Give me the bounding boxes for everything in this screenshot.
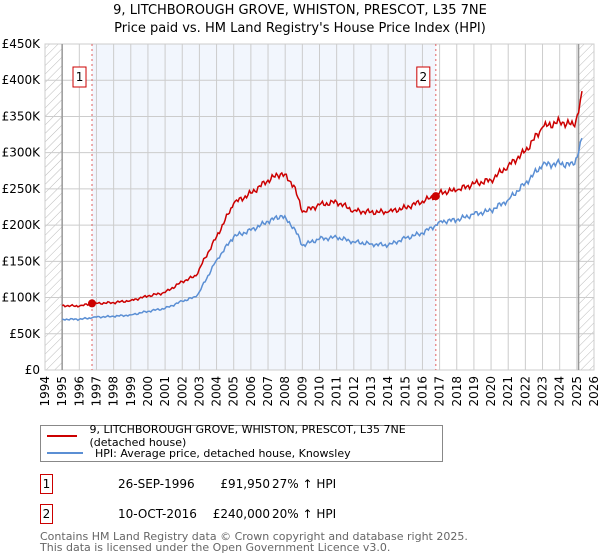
sale-price: £240,000 [212, 507, 270, 521]
x-tick-label: 2018 [450, 376, 464, 407]
x-tick-label: 2006 [244, 376, 258, 407]
sale-marker-badge: 2 [40, 504, 53, 524]
x-tick-label: 2002 [175, 376, 189, 407]
x-tick-label: 2005 [227, 376, 241, 407]
sale-label-box [72, 66, 87, 88]
hpi-line [62, 137, 583, 322]
x-tick-label: 2025 [570, 376, 584, 407]
y-tick-label: £200K [2, 218, 42, 232]
sale-hpi-diff: 20% ↑ HPI [272, 507, 337, 521]
x-tick-label: 2024 [553, 376, 567, 407]
legend-label-property: 9, LITCHBOROUGH GROVE, WHISTON, PRESCOT,… [89, 423, 406, 449]
x-tick-label: 2010 [313, 376, 327, 407]
chart-legend: 9, LITCHBOROUGH GROVE, WHISTON, PRESCOT,… [40, 423, 443, 462]
x-tick-label: 2013 [364, 376, 378, 407]
sale-marker-badge: 1 [40, 474, 53, 494]
y-tick-label: £450K [2, 37, 42, 51]
y-tick-label: £100K [2, 291, 42, 305]
x-tick-label: 2021 [501, 376, 515, 407]
x-tick-label: 2009 [295, 376, 309, 407]
y-tick-label: £0 [25, 363, 40, 377]
chart-subtitle: Price paid vs. HM Land Registry's House … [114, 21, 486, 36]
y-tick-label: £50K [9, 327, 41, 341]
hatched-region-right [578, 44, 594, 370]
footer-licence: This data is licensed under the Open Gov… [40, 541, 391, 554]
x-tick-label: 2020 [484, 376, 498, 407]
sale-label-text: 1 [76, 70, 84, 84]
hatched-region-left [45, 44, 63, 370]
footer: Contains HM Land Registry data © Crown c… [40, 531, 468, 553]
x-tick-label: 1996 [72, 376, 86, 407]
x-tick-label: 2011 [330, 376, 344, 407]
x-tick-label: 2004 [210, 376, 224, 407]
sale-row: 2 10-OCT-2016 £240,000 20% ↑ HPI [40, 504, 600, 524]
x-tick-label: 1999 [124, 376, 138, 407]
sale-label-text: 2 [419, 70, 427, 84]
legend-swatch-hpi [47, 452, 83, 454]
x-tick-label: 2001 [158, 376, 172, 407]
x-tick-label: 1995 [55, 376, 69, 407]
price-chart: 1994 1995 1996 1997 1998 1999 2000 2001 2002 2003… [2, 37, 600, 407]
x-tick-label: 2022 [518, 376, 532, 407]
footer-copyright: Contains HM Land Registry data © Crown c… [40, 530, 468, 543]
y-tick-label: £400K [2, 73, 42, 87]
x-tick-label: 2000 [141, 376, 155, 407]
sale-point [88, 299, 97, 308]
x-tick-label: 2012 [347, 376, 361, 407]
y-tick-label: £350K [2, 109, 42, 123]
sale-date: 10-OCT-2016 [118, 507, 197, 521]
x-tick-label: 2014 [381, 376, 395, 407]
x-tick-label: 2003 [192, 376, 206, 407]
y-tick-label: £250K [2, 182, 42, 196]
x-tick-label: 1998 [107, 376, 121, 407]
sale-label-box [416, 66, 431, 88]
x-tick-label: 2015 [398, 376, 412, 407]
legend-label-hpi: HPI: Average price, detached house, Know… [95, 446, 351, 460]
x-tick-label: 2016 [415, 376, 429, 407]
x-tick-label: 1997 [89, 376, 103, 407]
chart-title: 9, LITCHBOROUGH GROVE, WHISTON, PRESCOT,… [113, 3, 487, 18]
sale-date: 26-SEP-1996 [118, 477, 195, 491]
ownership-period-shading [92, 44, 436, 370]
y-tick-label: £300K [2, 146, 42, 160]
x-tick-label: 2008 [278, 376, 292, 407]
sale-hpi-diff: 27% ↑ HPI [272, 477, 337, 491]
x-tick-label: 2017 [433, 376, 447, 407]
x-tick-label: 2007 [261, 376, 275, 407]
x-tick-label: 2019 [467, 376, 481, 407]
sale-point [431, 192, 440, 201]
x-tick-label: 1994 [38, 376, 52, 407]
x-tick-label: 2026 [587, 376, 600, 407]
sale-row: 1 26-SEP-1996 £91,950 27% ↑ HPI [40, 474, 600, 494]
y-tick-label: £150K [2, 254, 42, 268]
legend-swatch-property [47, 435, 78, 437]
property-price-line [61, 90, 583, 308]
x-tick-label: 2023 [536, 376, 550, 407]
sale-price: £91,950 [220, 477, 270, 491]
